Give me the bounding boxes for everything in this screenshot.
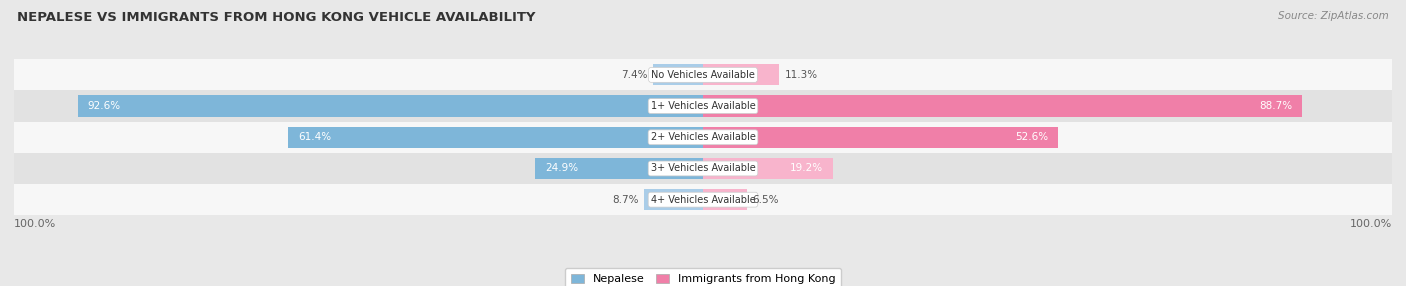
Bar — [703, 96, 1302, 117]
Text: Source: ZipAtlas.com: Source: ZipAtlas.com — [1278, 11, 1389, 21]
Bar — [703, 127, 1059, 148]
Bar — [14, 59, 1392, 90]
Bar — [14, 184, 1392, 215]
Text: 6.5%: 6.5% — [752, 195, 779, 205]
Text: 8.7%: 8.7% — [613, 195, 638, 205]
Text: 2+ Vehicles Available: 2+ Vehicles Available — [651, 132, 755, 142]
Bar — [652, 64, 703, 86]
Text: 4+ Vehicles Available: 4+ Vehicles Available — [651, 195, 755, 205]
Text: 11.3%: 11.3% — [785, 70, 818, 80]
Text: 61.4%: 61.4% — [298, 132, 332, 142]
Text: 100.0%: 100.0% — [1350, 219, 1392, 229]
Bar — [14, 122, 1392, 153]
Bar — [14, 153, 1392, 184]
Bar — [534, 158, 703, 179]
Text: 100.0%: 100.0% — [14, 219, 56, 229]
Bar — [644, 189, 703, 210]
Bar — [288, 127, 703, 148]
Bar — [14, 90, 1392, 122]
Text: No Vehicles Available: No Vehicles Available — [651, 70, 755, 80]
Text: 7.4%: 7.4% — [621, 70, 648, 80]
Text: 92.6%: 92.6% — [87, 101, 121, 111]
Text: 1+ Vehicles Available: 1+ Vehicles Available — [651, 101, 755, 111]
Text: 52.6%: 52.6% — [1015, 132, 1047, 142]
Bar — [703, 189, 747, 210]
Text: 3+ Vehicles Available: 3+ Vehicles Available — [651, 164, 755, 174]
Text: 24.9%: 24.9% — [546, 164, 578, 174]
Bar — [703, 64, 779, 86]
Bar — [77, 96, 703, 117]
Text: 88.7%: 88.7% — [1258, 101, 1292, 111]
Text: NEPALESE VS IMMIGRANTS FROM HONG KONG VEHICLE AVAILABILITY: NEPALESE VS IMMIGRANTS FROM HONG KONG VE… — [17, 11, 536, 24]
Text: 19.2%: 19.2% — [789, 164, 823, 174]
Bar — [703, 158, 832, 179]
Legend: Nepalese, Immigrants from Hong Kong: Nepalese, Immigrants from Hong Kong — [565, 268, 841, 286]
